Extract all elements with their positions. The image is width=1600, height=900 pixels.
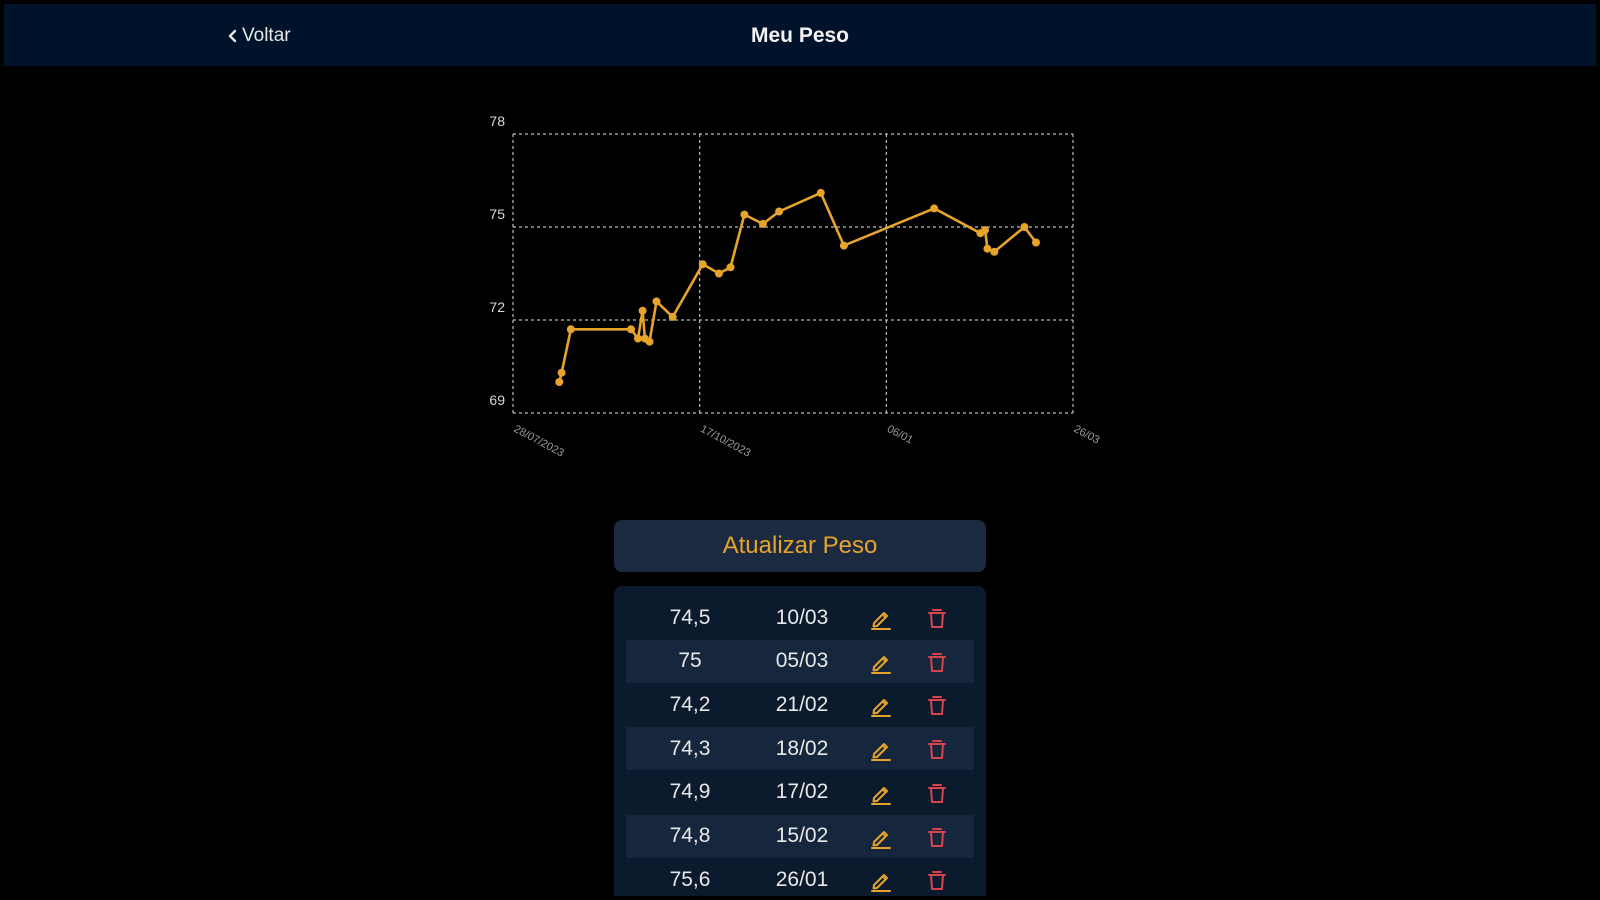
list-item: 75 05/03 bbox=[626, 639, 974, 683]
weight-history-list: 74,5 10/03 75 05/03 74,2 21/02 74,3 18/02 74,9 17… bbox=[614, 586, 986, 896]
data-point bbox=[714, 269, 723, 278]
data-point bbox=[627, 325, 636, 334]
y-tick-label: 78 bbox=[489, 113, 505, 129]
date-value: 21/02 bbox=[775, 692, 829, 716]
pencil-icon[interactable] bbox=[868, 824, 894, 850]
y-tick-label: 69 bbox=[489, 392, 505, 408]
trash-icon[interactable] bbox=[924, 867, 950, 893]
y-tick-label: 75 bbox=[489, 206, 505, 222]
back-button[interactable]: Voltar bbox=[228, 24, 291, 48]
data-point bbox=[652, 297, 661, 306]
list-item: 74,9 17/02 bbox=[626, 771, 974, 814]
x-tick-label: 26/03 bbox=[1072, 423, 1102, 447]
data-point bbox=[633, 334, 642, 343]
data-point bbox=[758, 219, 767, 228]
x-tick-label: 06/01 bbox=[885, 423, 915, 447]
weight-value: 74,2 bbox=[669, 692, 711, 716]
app-frame: Voltar Meu Peso 69 72 75 78 28/07/2023 17/10/… bbox=[4, 4, 1596, 896]
pencil-icon[interactable] bbox=[868, 649, 894, 675]
pencil-icon[interactable] bbox=[868, 867, 894, 893]
list-item: 75,6 26/01 bbox=[626, 858, 974, 896]
data-point bbox=[638, 306, 647, 315]
chevron-left-icon bbox=[228, 29, 237, 43]
data-point bbox=[566, 325, 575, 334]
top-bar: Voltar Meu Peso bbox=[4, 4, 1596, 66]
pencil-icon[interactable] bbox=[868, 692, 894, 718]
weight-value: 74,3 bbox=[669, 736, 711, 760]
trash-icon[interactable] bbox=[924, 692, 950, 718]
data-point bbox=[555, 378, 564, 386]
data-point bbox=[930, 204, 939, 213]
date-value: 17/02 bbox=[775, 780, 829, 804]
weight-value: 74,8 bbox=[669, 824, 711, 847]
date-value: 18/02 bbox=[775, 736, 829, 760]
trash-icon[interactable] bbox=[924, 605, 950, 631]
date-value: 05/03 bbox=[775, 649, 829, 673]
weight-value: 74,5 bbox=[669, 605, 711, 629]
data-point bbox=[557, 368, 566, 377]
date-value: 26/01 bbox=[775, 867, 829, 891]
weight-value: 75 bbox=[678, 649, 702, 673]
pencil-icon[interactable] bbox=[868, 736, 894, 762]
list-item: 74,5 10/03 bbox=[626, 596, 974, 639]
data-point bbox=[990, 247, 999, 256]
list-item: 74,2 21/02 bbox=[626, 683, 974, 726]
data-point bbox=[983, 244, 992, 253]
data-point bbox=[816, 188, 825, 197]
series-line bbox=[557, 191, 1038, 384]
update-weight-button[interactable]: Atualizar Peso bbox=[614, 520, 986, 572]
weight-chart: 69 72 75 78 28/07/2023 17/10/2023 06/01 26/03 bbox=[489, 113, 1102, 459]
trash-icon[interactable] bbox=[924, 824, 950, 850]
weight-value: 74,9 bbox=[669, 780, 711, 804]
y-tick-label: 72 bbox=[489, 299, 505, 315]
data-point bbox=[981, 226, 990, 235]
data-point bbox=[775, 207, 784, 216]
list-item: 74,8 15/02 bbox=[626, 814, 974, 858]
data-point bbox=[1020, 223, 1029, 231]
date-value: 10/03 bbox=[775, 605, 829, 629]
weight-value: 75,6 bbox=[669, 867, 711, 891]
data-point bbox=[740, 210, 749, 219]
data-point bbox=[726, 263, 735, 272]
x-tick-label: 17/10/2023 bbox=[698, 423, 752, 459]
pencil-icon[interactable] bbox=[868, 780, 894, 806]
data-point bbox=[645, 337, 654, 346]
back-label: Voltar bbox=[242, 25, 291, 46]
page-title: Meu Peso bbox=[750, 24, 850, 47]
data-point bbox=[1031, 238, 1040, 247]
data-point bbox=[839, 241, 848, 250]
trash-icon[interactable] bbox=[924, 780, 950, 806]
data-point bbox=[698, 260, 707, 269]
trash-icon[interactable] bbox=[924, 649, 950, 675]
data-point bbox=[668, 312, 677, 321]
x-tick-label: 28/07/2023 bbox=[512, 423, 566, 459]
trash-icon[interactable] bbox=[924, 736, 950, 762]
list-item: 74,3 18/02 bbox=[626, 727, 974, 771]
pencil-icon[interactable] bbox=[868, 605, 894, 631]
date-value: 15/02 bbox=[775, 824, 829, 847]
